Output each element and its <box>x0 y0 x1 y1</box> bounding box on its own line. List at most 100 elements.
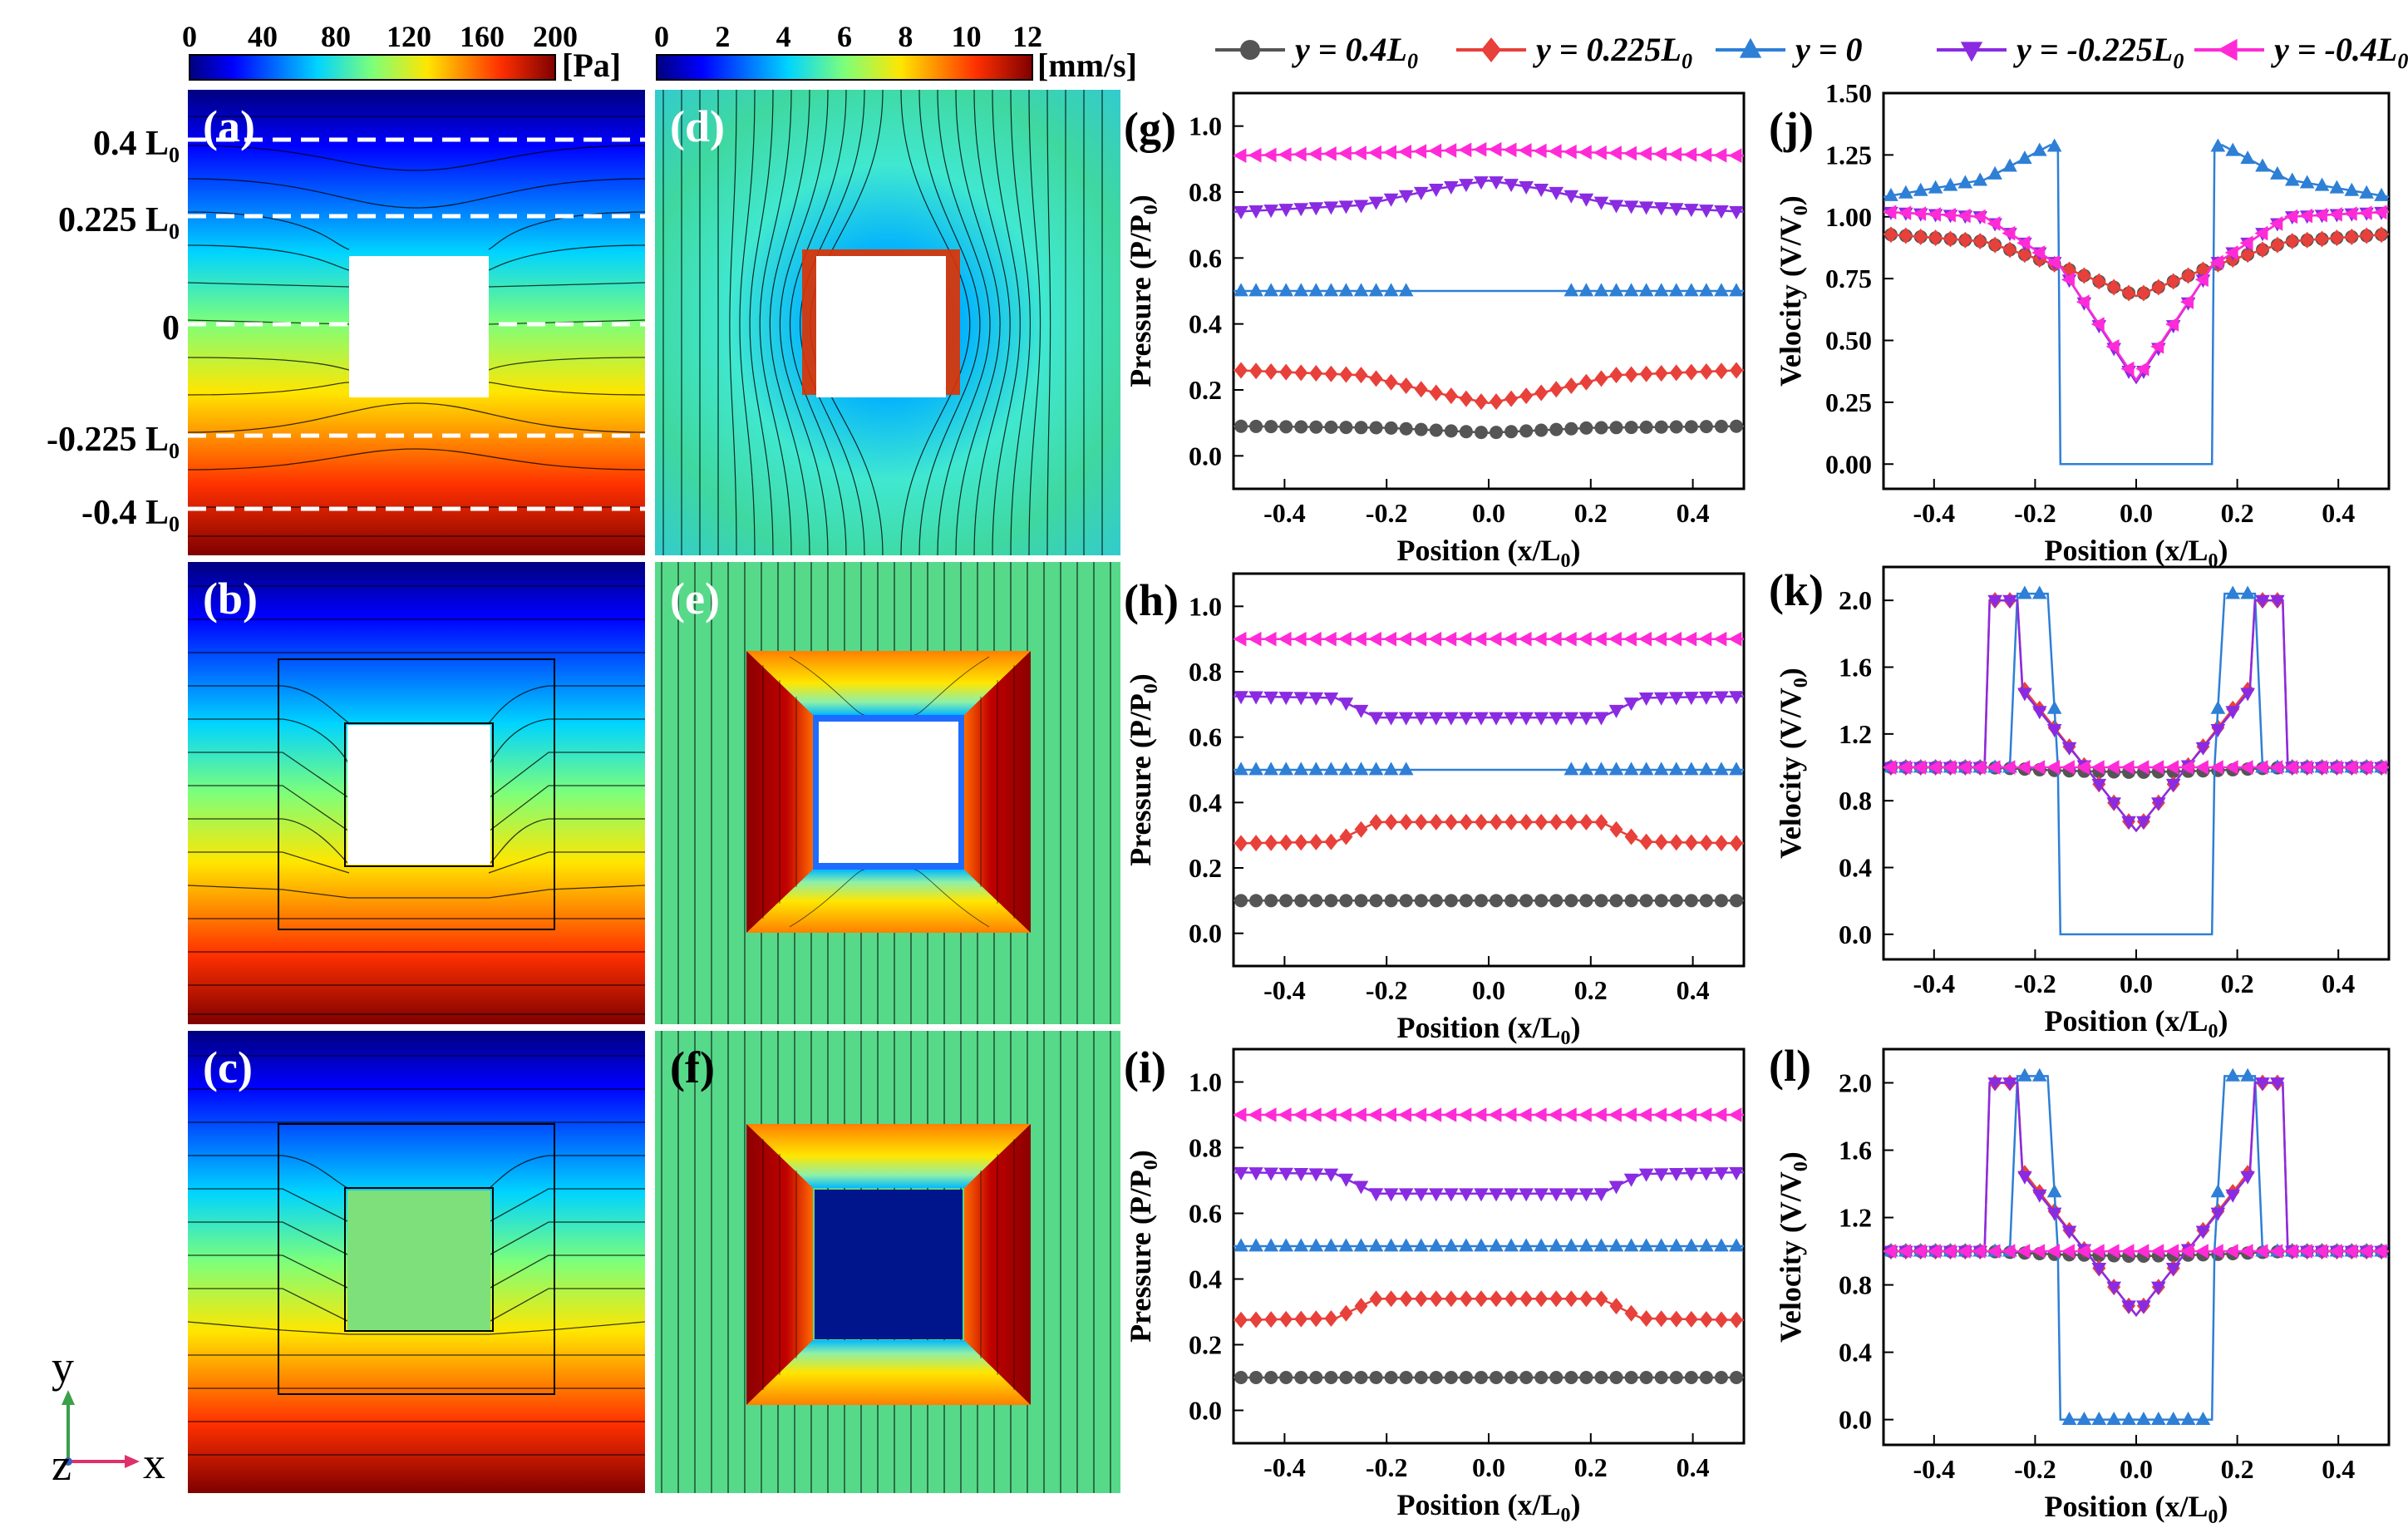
x-tick-label: 0.0 <box>2120 498 2153 528</box>
data-point <box>1293 631 1307 647</box>
data-point <box>1928 229 1943 247</box>
y-tick-label: 1.0 <box>1189 1067 1222 1097</box>
data-point <box>1563 144 1577 160</box>
data-point <box>1928 180 1943 194</box>
data-point <box>1638 1107 1652 1122</box>
data-point <box>1987 165 2002 180</box>
data-point <box>1684 363 1698 381</box>
data-point <box>2210 138 2226 152</box>
data-point <box>1339 421 1353 435</box>
data-point <box>1594 1290 1608 1308</box>
data-point <box>1293 146 1307 162</box>
data-point <box>1714 419 1728 433</box>
data-point <box>1504 390 1519 407</box>
data-point <box>1398 1107 1412 1122</box>
data-point <box>1534 1238 1549 1252</box>
data-point <box>2313 207 2327 223</box>
data-point <box>2343 206 2357 221</box>
data-point <box>1683 283 1699 297</box>
data-point <box>1490 393 1504 411</box>
data-point <box>2105 760 2120 775</box>
data-point <box>2195 1225 2211 1240</box>
data-point <box>1594 894 1608 908</box>
series-4 <box>1883 1244 2389 1259</box>
data-point <box>1308 692 1324 706</box>
data-point <box>2121 1300 2136 1314</box>
pressure-tick: 0 <box>182 20 197 53</box>
data-point <box>1444 424 1458 438</box>
velocity-colorbar: [mm/s] 0 2 4 6 8 10 12 <box>654 20 1137 84</box>
data-point <box>2358 760 2372 775</box>
data-point <box>2135 361 2149 377</box>
data-point <box>2017 1244 2031 1259</box>
data-point <box>1263 1107 1277 1122</box>
data-point <box>1489 1238 1504 1252</box>
data-point <box>1444 387 1458 405</box>
data-point <box>1384 813 1398 831</box>
data-point <box>1353 762 1369 776</box>
series-line <box>1884 599 2389 833</box>
data-point <box>1519 1290 1534 1308</box>
legend-label: y = -0.4L0 <box>2271 31 2408 73</box>
data-point <box>1698 1107 1712 1122</box>
data-point <box>1578 145 1592 160</box>
data-point <box>2031 760 2046 775</box>
data-point <box>2120 1244 2135 1259</box>
data-point <box>1429 423 1443 437</box>
data-point <box>1579 373 1593 391</box>
x-axis-label: Position (x/L0) <box>1396 1011 1580 1049</box>
data-point <box>1384 373 1398 391</box>
data-point <box>1383 283 1399 297</box>
data-point <box>1323 283 1339 297</box>
data-point <box>2225 706 2241 720</box>
data-point <box>1458 142 1472 158</box>
data-point <box>2061 742 2077 756</box>
data-point <box>1608 762 1624 776</box>
data-point <box>1884 187 1898 201</box>
data-point <box>1398 283 1414 297</box>
data-point <box>1624 421 1638 435</box>
data-point <box>2122 284 2136 302</box>
data-point <box>1898 205 1912 220</box>
data-point <box>1728 148 1742 163</box>
x-tick-label: -0.2 <box>2014 1454 2056 1484</box>
data-point <box>1578 1107 1592 1122</box>
data-point <box>2107 278 2121 296</box>
data-point <box>2194 1244 2209 1259</box>
data-point <box>1913 228 1928 245</box>
data-point <box>1234 1238 1248 1252</box>
y-tick-label: 0.4 <box>1189 309 1222 339</box>
data-point <box>1699 894 1713 908</box>
data-point <box>1263 283 1278 297</box>
data-point <box>2031 142 2047 156</box>
data-point <box>1519 894 1534 908</box>
series-line <box>1884 1082 2389 1318</box>
data-point <box>1398 762 1414 776</box>
data-point <box>1307 1107 1322 1122</box>
data-point <box>1623 1107 1637 1122</box>
data-point <box>2151 1412 2166 1426</box>
data-point <box>1564 1290 1578 1308</box>
data-point <box>2375 226 2389 244</box>
data-point <box>1459 813 1473 831</box>
data-point <box>1459 1290 1473 1308</box>
data-point <box>1638 762 1654 776</box>
data-point <box>1398 144 1412 160</box>
data-point <box>2136 816 2151 830</box>
data-point <box>1987 1077 2002 1092</box>
data-point <box>2135 760 2149 775</box>
axis-x-label: x <box>143 1438 165 1488</box>
series-2 <box>1234 1238 1744 1252</box>
data-point <box>1714 283 1729 297</box>
data-point <box>1623 762 1639 776</box>
y-tick-label: 1.50 <box>1825 78 1872 108</box>
data-point <box>1278 692 1294 706</box>
x-tick-label: -0.2 <box>2014 498 2056 528</box>
data-point <box>2061 760 2075 775</box>
data-point <box>1714 1371 1728 1384</box>
data-point <box>1534 423 1549 437</box>
data-point <box>1668 203 1684 217</box>
data-point <box>1367 1107 1381 1122</box>
data-point <box>1609 821 1623 838</box>
